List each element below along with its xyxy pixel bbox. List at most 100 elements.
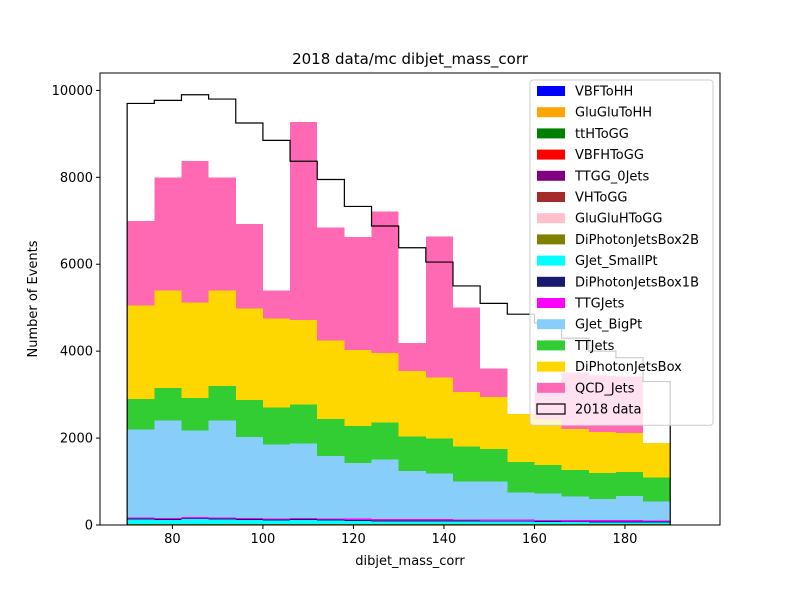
bar-qcd-jets-9 xyxy=(371,211,399,353)
bar-ttgjets-5 xyxy=(262,518,291,520)
bar-ttjets-14 xyxy=(507,461,535,493)
bar-ttgjets-19 xyxy=(643,520,671,522)
bar-diphotonjetsbox-8 xyxy=(344,349,372,426)
bar-gjet-bigpt-7 xyxy=(317,455,345,519)
bar-ttjets-6 xyxy=(290,404,318,444)
bar-diphotonjetsbox-13 xyxy=(480,396,508,449)
bar-diphotonjetsbox-19 xyxy=(643,442,671,478)
bar-gjet-smallpt-11 xyxy=(425,521,453,524)
bar-diphotonjetsbox-1 xyxy=(154,290,182,389)
bar-gjet-smallpt-12 xyxy=(452,521,481,524)
bar-diphotonjetsbox-7 xyxy=(317,340,345,419)
y-tick-label-2000: 2000 xyxy=(60,432,93,447)
x-axis-label: dibjet_mass_corr xyxy=(355,554,465,569)
bar-ttjets-18 xyxy=(615,472,644,497)
bar-ttgjets-14 xyxy=(507,519,535,521)
bar-gjet-smallpt-16 xyxy=(561,522,589,524)
bar-ttjets-0 xyxy=(127,398,155,430)
y-axis: 0 2000 4000 6000 8000 10000 xyxy=(52,84,100,534)
bar-ttjets-1 xyxy=(154,388,182,421)
legend: VBFToHH GluGluToHH ttHToGG VBFHToGG TTGG_0Je… xyxy=(529,79,714,426)
bar-ttgjets-2 xyxy=(181,516,209,519)
y-axis-label: Number of Events xyxy=(26,240,41,357)
bar-qcd-jets-11 xyxy=(425,236,453,378)
bar-diphotonjetsbox1b-15 xyxy=(534,521,562,522)
bar-ttgjets-4 xyxy=(235,517,263,520)
bar-qcd-jets-7 xyxy=(317,227,345,341)
bar-ttjets-8 xyxy=(344,425,372,463)
bar-diphotonjetsbox-10 xyxy=(398,371,426,437)
bar-diphotonjetsbox1b-12 xyxy=(452,520,481,522)
bar-gjet-smallpt-4 xyxy=(235,520,263,524)
bar-diphotonjetsbox1b-0 xyxy=(127,518,155,520)
bar-diphotonjetsbox1b-6 xyxy=(290,519,318,521)
bar-ttgjets-10 xyxy=(398,519,426,521)
legend-label-ttgjets: TTGJets xyxy=(574,297,625,312)
bar-diphotonjetsbox1b-7 xyxy=(317,519,345,521)
legend-swatch-gjet-bigpt xyxy=(537,319,565,330)
legend-label-diphotonjetsbox2b: DiPhotonJetsBox2B xyxy=(575,233,699,248)
x-tick-label-120: 120 xyxy=(341,532,366,547)
bar-diphotonjetsbox-16 xyxy=(561,428,589,471)
legend-label-gjet-smallpt: GJet_SmallPt xyxy=(575,254,658,269)
legend-label-vbftohh: VBFToHH xyxy=(575,85,633,100)
legend-label-vbfhtogg: VBFHToGG xyxy=(575,148,644,163)
legend-label-qcd-jets: QCD_Jets xyxy=(575,381,635,396)
bar-gjet-smallpt-13 xyxy=(480,521,508,524)
bar-ttgjets-7 xyxy=(317,518,345,520)
bar-diphotonjetsbox-18 xyxy=(615,433,644,473)
x-tick-label-180: 180 xyxy=(613,532,638,547)
legend-label-gluglutohh: GluGluToHH xyxy=(575,106,652,121)
bar-ttjets-13 xyxy=(480,448,508,482)
bar-ttjets-12 xyxy=(452,446,481,482)
bar-ttjets-10 xyxy=(398,436,426,472)
bar-diphotonjetsbox1b-11 xyxy=(425,520,453,522)
bar-qcd-jets-1 xyxy=(154,177,182,291)
bar-ttjets-15 xyxy=(534,465,562,494)
y-tick-label-10000: 10000 xyxy=(52,84,93,99)
bar-ttgjets-15 xyxy=(534,519,562,522)
bar-diphotonjetsbox1b-13 xyxy=(480,520,508,522)
legend-label-glugluhtogg: GluGluHToGG xyxy=(575,212,662,227)
bar-gjet-smallpt-5 xyxy=(262,520,291,524)
bar-ttjets-4 xyxy=(235,399,263,437)
bar-gjet-smallpt-2 xyxy=(181,519,209,524)
bar-gjet-smallpt-3 xyxy=(208,519,236,524)
bar-diphotonjetsbox1b-2 xyxy=(181,518,209,520)
legend-swatch-diphotonjetsbox2b xyxy=(537,234,565,245)
bar-qcd-jets-2 xyxy=(181,161,209,303)
bar-diphotonjetsbox1b-18 xyxy=(615,521,644,523)
bar-gjet-smallpt-17 xyxy=(588,522,616,524)
legend-label-vhtogg: VHToGG xyxy=(575,191,628,206)
bar-qcd-jets-8 xyxy=(344,236,372,350)
bar-gjet-bigpt-13 xyxy=(480,481,508,520)
chart-title: 2018 data/mc dibjet_mass_corr xyxy=(292,50,529,69)
bar-ttgjets-0 xyxy=(127,517,155,519)
bar-gjet-bigpt-17 xyxy=(588,499,616,521)
bar-gjet-smallpt-14 xyxy=(507,521,535,524)
legend-label-diphotonjetsbox1b: DiPhotonJetsBox1B xyxy=(575,275,699,290)
legend-label-tthtogg: ttHToGG xyxy=(575,127,629,142)
y-tick-label-6000: 6000 xyxy=(60,258,93,273)
legend-label-gjet-bigpt: GJet_BigPt xyxy=(575,318,642,333)
legend-label-diphotonjetsbox: DiPhotonJetsBox xyxy=(575,360,682,375)
bar-gjet-smallpt-6 xyxy=(290,520,318,524)
x-tick-label-80: 80 xyxy=(164,532,181,547)
bar-ttjets-19 xyxy=(643,477,671,502)
bar-diphotonjetsbox1b-4 xyxy=(235,519,263,521)
legend-swatch-gluglutohh xyxy=(537,107,565,118)
bar-qcd-jets-13 xyxy=(480,368,508,397)
bar-qcd-jets-6 xyxy=(290,122,318,320)
bar-gjet-smallpt-0 xyxy=(127,519,155,524)
legend-swatch-ttgg-0jets xyxy=(537,170,565,181)
bar-gjet-bigpt-5 xyxy=(262,444,291,519)
bar-gjet-bigpt-1 xyxy=(154,420,182,518)
bar-gjet-bigpt-4 xyxy=(235,436,263,518)
bar-ttjets-16 xyxy=(561,470,589,497)
bar-gjet-bigpt-18 xyxy=(615,496,644,521)
bar-gjet-bigpt-10 xyxy=(398,471,426,520)
bar-diphotonjetsbox-9 xyxy=(371,352,399,423)
bar-ttjets-5 xyxy=(262,407,291,445)
legend-label-2018-data: 2018 data xyxy=(575,403,642,418)
bar-gjet-bigpt-12 xyxy=(452,481,481,520)
